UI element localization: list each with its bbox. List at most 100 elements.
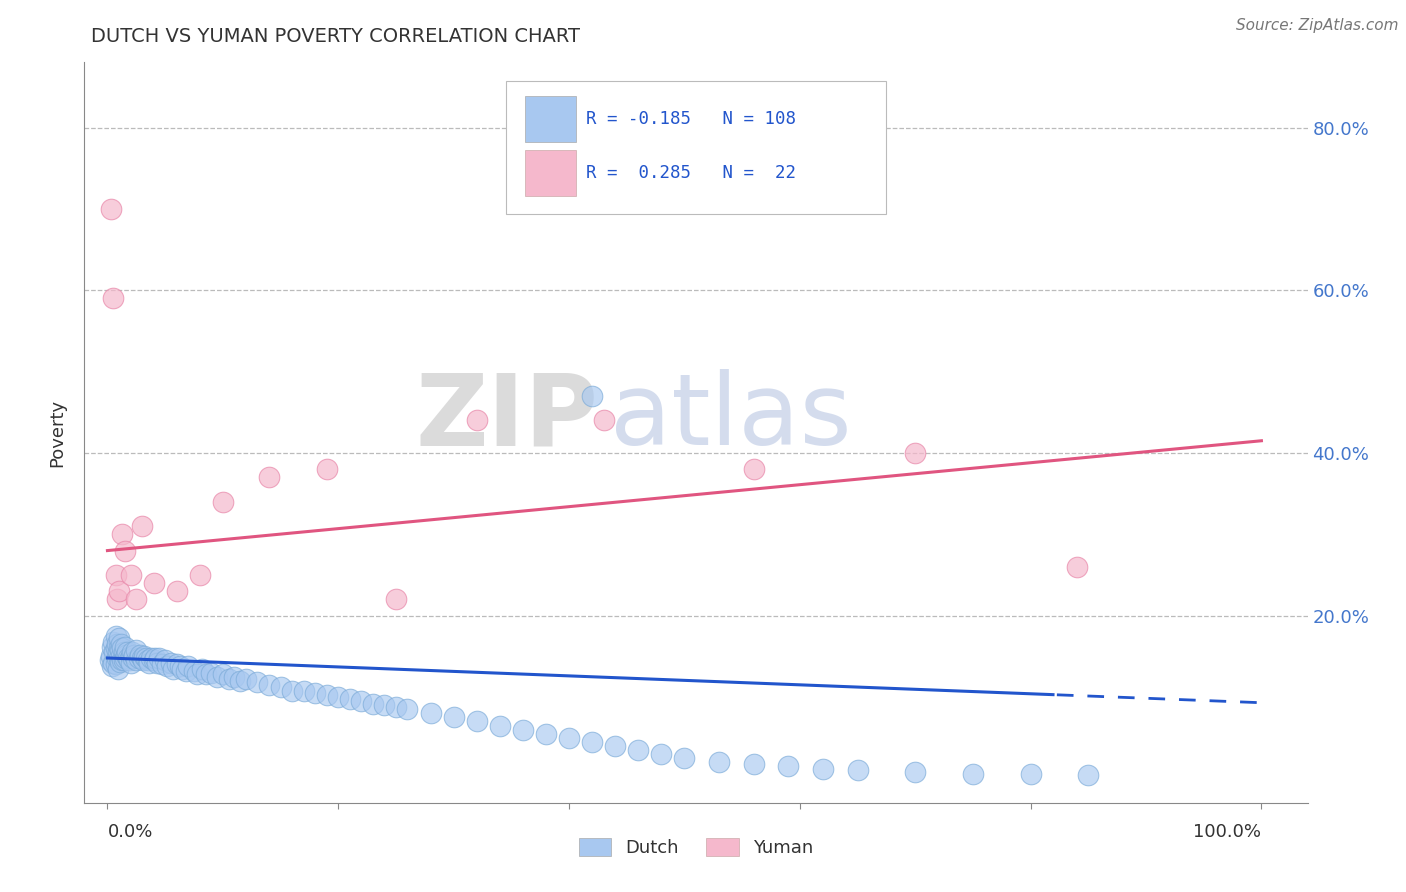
Point [962,766,984,780]
Point [534,726,557,740]
Point [188,568,211,582]
Point [104,641,127,656]
Point [385,699,408,714]
Text: R = -0.185   N = 108: R = -0.185 N = 108 [586,110,796,128]
Point [107,662,129,676]
Point [120,656,142,670]
Point [328,690,350,704]
FancyBboxPatch shape [506,81,886,214]
Point [169,659,191,673]
Point [125,653,148,667]
Point [115,648,138,662]
Point [142,576,165,591]
Point [846,764,869,778]
Point [105,592,128,607]
Point [177,659,200,673]
Point [100,649,122,664]
Point [153,653,176,667]
Point [107,645,129,659]
Point [465,714,488,729]
Point [581,735,603,749]
Point [211,667,233,681]
Point [581,389,603,403]
Text: 0.0%: 0.0% [107,823,153,841]
Point [385,592,408,607]
Point [211,495,233,509]
Text: 100.0%: 100.0% [1194,823,1261,841]
Point [111,527,134,541]
Point [281,683,304,698]
Point [174,664,197,678]
Point [143,651,166,665]
Point [108,584,131,599]
Point [605,739,627,753]
Point [292,683,315,698]
Point [488,718,510,732]
Point [125,592,148,607]
Point [172,662,194,676]
Point [200,665,222,680]
Point [121,651,143,665]
Point [419,706,441,721]
Point [512,723,534,737]
Point [108,643,131,657]
Point [122,648,145,662]
Point [304,686,326,700]
Point [108,655,131,669]
Text: DUTCH VS YUMAN POVERTY CORRELATION CHART: DUTCH VS YUMAN POVERTY CORRELATION CHART [91,27,581,45]
Point [246,675,269,690]
Point [558,731,581,745]
Point [1077,768,1099,782]
Point [257,678,280,692]
Point [904,764,927,779]
Point [1019,767,1042,781]
Point [707,755,730,769]
FancyBboxPatch shape [524,150,576,195]
Point [120,568,142,582]
Point [103,634,125,648]
Point [103,645,125,659]
Point [183,664,205,678]
Point [627,743,650,757]
Point [128,648,150,662]
Point [125,643,148,657]
Point [904,446,927,460]
Point [218,672,240,686]
Point [121,645,143,659]
Point [270,680,292,694]
Point [114,640,136,654]
Point [811,762,834,776]
FancyBboxPatch shape [524,95,576,142]
Point [111,653,134,667]
Point [135,651,157,665]
Point [205,670,228,684]
Point [117,651,139,665]
Text: atlas: atlas [610,369,852,467]
Point [112,645,135,659]
Point [101,659,124,673]
Point [100,202,122,216]
Point [162,662,184,676]
Point [105,651,128,665]
Point [191,662,214,676]
Point [114,651,136,665]
Point [373,698,395,713]
Point [148,651,170,665]
Point [742,756,765,771]
Point [673,751,696,765]
Point [592,413,614,427]
Y-axis label: Poverty: Poverty [48,399,66,467]
Point [150,657,173,672]
Point [229,673,252,688]
Point [315,689,337,703]
Point [141,651,163,665]
Point [118,653,141,667]
Text: R =  0.285   N =  22: R = 0.285 N = 22 [586,164,796,183]
Point [465,413,488,427]
Point [339,691,361,706]
Point [350,694,373,708]
Point [138,656,160,670]
Point [98,653,121,667]
Legend: Dutch, Yuman: Dutch, Yuman [571,830,821,864]
Point [257,470,280,484]
